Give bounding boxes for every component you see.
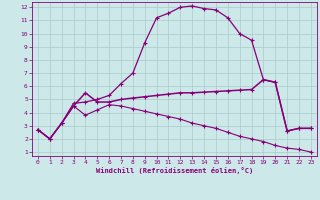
X-axis label: Windchill (Refroidissement éolien,°C): Windchill (Refroidissement éolien,°C) (96, 167, 253, 174)
